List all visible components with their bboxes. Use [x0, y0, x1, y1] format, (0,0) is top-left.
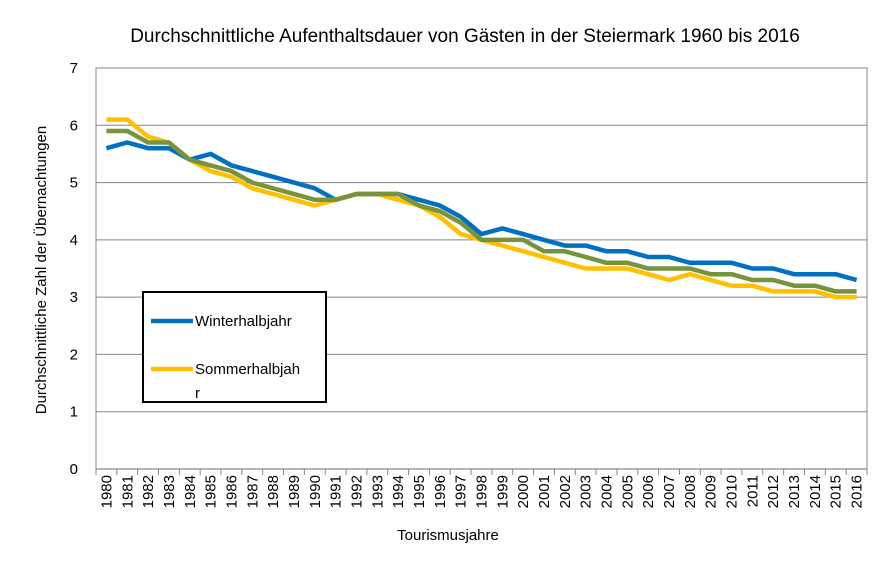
x-tick-label: 1984: [182, 475, 199, 508]
x-tick-label: 2011: [744, 475, 761, 507]
legend: Winterhalbjahr Sommerhalbjah r: [142, 291, 327, 403]
x-tick-label: 1987: [244, 475, 261, 508]
y-tick-label: 3: [70, 289, 78, 306]
legend-box: [142, 291, 327, 403]
x-tick-label: 1995: [411, 475, 428, 508]
y-axis-label: Durchschnittliche Zahl der Übernachtunge…: [32, 126, 50, 415]
x-tick-label: 1986: [223, 475, 240, 508]
x-tick-label: 1983: [161, 475, 178, 508]
series-lines: [105, 117, 858, 300]
x-tick-label: 1997: [453, 475, 470, 508]
x-tick-label: 2013: [786, 475, 803, 508]
x-axis-label: Tourismusjahre: [397, 527, 499, 544]
x-tick-label: 2000: [515, 475, 532, 508]
x-tick-label: 1991: [328, 475, 345, 508]
x-tick-label: 1990: [307, 475, 324, 508]
x-tick-label: 1982: [140, 475, 157, 508]
x-tick-label: 1996: [432, 475, 449, 508]
y-tick-label: 0: [70, 461, 78, 478]
series-line-sommerhalbjahr: [106, 117, 857, 300]
x-tick-label: 2006: [640, 475, 657, 508]
chart-title: Durchschnittliche Aufenthaltsdauer von G…: [130, 26, 800, 47]
x-tick-label: 2009: [703, 475, 720, 508]
x-tick-label: 2004: [599, 475, 616, 508]
y-tick-label: 6: [70, 117, 78, 134]
legend-label: r: [195, 385, 200, 402]
x-tick-label: 2001: [536, 475, 553, 508]
x-tick-label: 2005: [619, 475, 636, 508]
x-tick-label: 2002: [557, 475, 574, 508]
x-tick-label: 1993: [369, 475, 386, 508]
y-tick-label: 5: [70, 175, 78, 192]
x-tick-label: 2007: [661, 475, 678, 508]
y-tick-label: 7: [70, 60, 78, 77]
y-tick-label: 2: [70, 346, 78, 363]
y-tick-labels: 0 1 2 3 4 5 6 7: [70, 60, 78, 478]
axes: [95, 67, 868, 475]
x-tick-label: 2003: [578, 475, 595, 508]
x-tick-labels: 1980 1981 1982 1983 1984 1985 1986 1987 1988 1989…: [98, 475, 865, 508]
x-tick-label: 2008: [682, 475, 699, 508]
x-tick-label: 1999: [494, 475, 511, 508]
x-tick-label: 1994: [390, 475, 407, 508]
x-tick-label: 1988: [265, 475, 282, 508]
series-line-unnamed-2: [106, 128, 857, 294]
x-tick-label: 1985: [203, 475, 220, 508]
x-tick-label: 2016: [849, 475, 866, 508]
x-tick-label: 1980: [98, 475, 115, 508]
x-tick-label: 1992: [348, 475, 365, 508]
x-tick-label: 1998: [474, 475, 491, 508]
y-tick-label: 4: [70, 232, 78, 249]
series-line-winterhalbjahr: [105, 140, 858, 283]
x-tick-label: 2012: [765, 475, 782, 508]
x-tick-label: 1981: [119, 475, 136, 508]
x-tick-label: 2015: [828, 475, 845, 508]
legend-label: Sommerhalbjah: [195, 361, 300, 378]
legend-label: Winterhalbjahr: [195, 313, 292, 330]
x-tick-label: 2014: [807, 475, 824, 508]
y-tick-label: 1: [70, 404, 78, 421]
x-tick-label: 1989: [286, 475, 303, 508]
x-tick-label: 2010: [724, 475, 741, 508]
